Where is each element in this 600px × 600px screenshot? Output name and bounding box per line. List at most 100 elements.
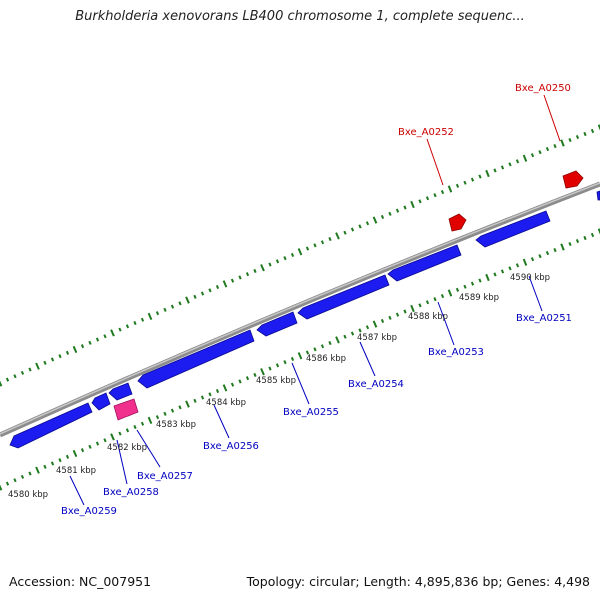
tick-mark [95,337,100,342]
tick-mark [260,368,265,376]
gene-label-bxe-a0252[interactable]: Bxe_A0252 [398,127,454,138]
tick-mark [118,327,122,332]
tick-mark [0,380,3,387]
leader-bxe-a0258 [116,439,128,485]
tick-mark [58,458,62,463]
leader-bxe-a0251 [528,275,543,312]
tick-mark [155,311,160,316]
tick-mark [35,466,40,474]
gene-label-bxe-a0253[interactable]: Bxe_A0253 [428,347,484,358]
tick-mark [200,291,205,296]
tick-mark [290,252,295,257]
tick-mark [380,214,385,219]
tick-mark [178,301,182,306]
tick-mark [328,341,332,346]
tick-mark [410,304,415,313]
kbp-label: 4588 kbp [408,312,448,322]
gene-bxe-a0256[interactable] [137,329,255,389]
tick-mark [125,324,130,329]
chromosome-backbone-highlight [0,182,600,435]
gene-bxe-a0250[interactable] [562,170,584,189]
tick-mark [238,379,242,384]
tick-mark [305,246,310,251]
gene-bxe-a0258[interactable] [91,392,111,411]
tick-mark [297,248,303,256]
tick-mark [58,354,62,359]
tick-mark [163,307,167,312]
gene-bxe-a0255[interactable] [256,311,298,337]
tick-mark [478,278,482,283]
gene-label-bxe-a0256[interactable]: Bxe_A0256 [203,441,259,452]
tick-mark [103,438,107,443]
tick-mark [268,262,272,267]
tick-mark [208,392,212,397]
tick-mark [50,357,55,362]
tick-mark [193,398,197,403]
tick-mark [343,334,347,339]
gene-bxe-a0257[interactable] [108,382,133,401]
tick-mark [43,360,47,365]
gene-label-bxe-a0257[interactable]: Bxe_A0257 [137,471,193,482]
tick-mark [522,258,528,266]
gene-bxe-a0252[interactable] [448,213,467,232]
tick-mark [13,478,17,483]
kbp-label: 4589 kbp [459,293,499,303]
tick-mark [215,389,220,394]
tick-mark [80,344,85,349]
tick-mark [372,216,378,224]
tick-mark [313,243,317,248]
tick-mark [463,284,467,289]
tick-mark [470,281,475,286]
tick-mark [230,382,235,387]
leader-bxe-a0254 [359,341,376,377]
tick-mark [305,350,310,355]
gene-bxe-a0253[interactable] [387,244,462,282]
rna-gene[interactable] [113,398,139,421]
gene-bxe-a0259[interactable] [9,402,93,449]
tick-mark [365,325,370,330]
gene-bxe-a0249-partial[interactable] [596,190,600,201]
kbp-label: 4584 kbp [206,398,246,408]
tick-mark [597,124,600,131]
tick-mark [395,208,400,213]
tick-mark [358,224,362,229]
gene-label-bxe-a0250[interactable]: Bxe_A0250 [515,83,571,94]
leader-bxe-a0259 [69,475,85,506]
tick-mark [103,334,107,339]
gene-label-bxe-a0254[interactable]: Bxe_A0254 [348,379,404,390]
gene-label-bxe-a0259[interactable]: Bxe_A0259 [61,506,117,517]
tick-mark [163,411,167,416]
tick-mark [583,131,587,137]
tick-mark [418,199,422,204]
tick-mark [568,138,572,143]
tick-mark [245,376,250,381]
gene-bxe-a0251[interactable] [475,210,551,248]
tick-mark [290,356,295,361]
tick-mark [597,228,600,235]
tick-mark [200,395,205,400]
gene-label-bxe-a0258[interactable]: Bxe_A0258 [103,487,159,498]
tick-mark [583,235,587,241]
tick-mark [5,377,10,382]
tick-mark [530,153,535,158]
tick-mark [208,288,212,293]
gene-label-bxe-a0255[interactable]: Bxe_A0255 [283,407,339,418]
tick-mark [508,266,512,271]
gene-bxe-a0254[interactable] [297,274,390,320]
tick-mark [245,272,250,277]
tick-mark [403,205,407,210]
tick-mark [538,150,542,155]
inner-tick-ring [0,228,600,491]
tick-mark [283,256,287,261]
tick-mark [147,416,153,425]
tick-mark [260,264,265,272]
tick-mark [275,363,280,368]
kbp-label: 4582 kbp [107,443,147,453]
gene-label-bxe-a0251[interactable]: Bxe_A0251 [516,313,572,324]
tick-mark [515,159,520,164]
tick-mark [185,400,190,408]
tick-mark [65,454,70,459]
tick-mark [440,294,445,299]
tick-mark [88,444,92,449]
